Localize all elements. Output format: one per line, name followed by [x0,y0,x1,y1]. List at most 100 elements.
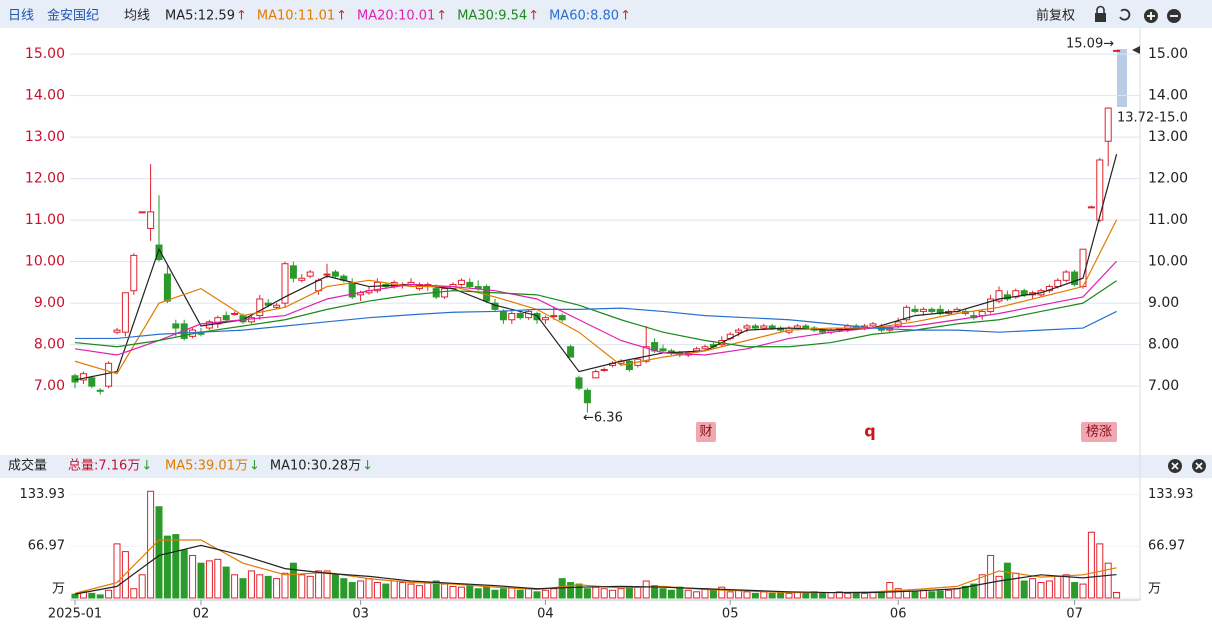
candle-body [869,323,877,327]
marker[interactable]: 财 [699,425,712,440]
candle-body [113,329,121,333]
volume-bar [415,585,423,599]
candle-body [138,211,146,214]
volume-title: 成交量 [8,458,47,474]
y-tick-label-left: 万 [52,582,65,597]
candle-body [625,360,633,371]
settings-icon[interactable] [1168,459,1182,473]
volume-bar [726,591,734,599]
adjust[interactable]: 前复权 [1036,8,1075,24]
volume-bar [239,578,247,599]
close-icon[interactable] [1192,459,1206,473]
candle-body [1113,49,1121,52]
volume-bar [340,578,348,599]
volume-bar [651,585,659,599]
y-tick-label-right: 12.00 [1148,171,1188,187]
y-tick-label-left: 133.93 [20,487,66,502]
annotation: ←6.36 [583,411,623,426]
volume-bar [399,582,407,599]
candle-body [499,310,507,321]
marker-bg [1081,422,1117,442]
volume-bar [289,562,297,599]
y-tick-label-left: 9.00 [34,295,65,311]
candle-body [79,373,87,381]
volume-bar [214,558,222,599]
period[interactable]: 日线 [8,9,34,24]
volume-bar [793,592,801,599]
volume-bar [315,570,323,599]
volume-bar [163,535,171,599]
volume-bar [575,583,583,599]
candle-body [130,254,138,292]
volume-bar [861,592,869,599]
candle-body [147,211,155,229]
candle-body [1087,206,1095,209]
candle-body [1071,271,1079,285]
volume-bar [533,591,541,599]
toolbar-bg [0,0,1212,28]
volume-bar [231,574,239,599]
volume-bar [987,554,995,599]
volume-bar [138,574,146,599]
candle-body [1079,248,1087,288]
volume-bar [466,585,474,599]
volume-bar [659,588,667,599]
volume-bar [894,588,902,599]
volume-bar [96,594,104,599]
stock-name: 金安国纪 [47,8,99,24]
volume-bar [298,574,306,599]
y-tick-label-right: 9.00 [1148,295,1179,311]
volume-bar [709,589,717,599]
zoom-out-icon[interactable] [1167,9,1181,23]
ma-label[interactable]: 均线 [124,9,150,24]
candle-body [642,346,650,362]
legend-entry: MA30:9.54 [457,9,527,24]
y-tick-label-right: 15.00 [1148,46,1188,62]
y-tick-label-right: 万 [1148,582,1161,597]
volume-bar [609,589,617,599]
legend-trend: ↑ [336,9,347,24]
ma-line [74,154,1118,381]
volume-bar [676,586,684,599]
volume-bar [751,592,759,599]
volume-bar [390,580,398,599]
candle-body [222,315,230,321]
volume-bar [735,589,743,599]
marker[interactable]: q [864,422,875,441]
volume-bar [684,589,692,599]
y-tick-label-right: 13.00 [1148,129,1188,145]
candle-body [256,298,264,317]
volume-bar [1071,582,1079,599]
volume-bar [1104,562,1112,599]
zoom-in-icon[interactable] [1144,9,1158,23]
candle-body [331,271,339,277]
volume-bar [802,592,810,599]
candle-body [995,290,1003,302]
volume-bar [835,591,843,599]
candle-body [1104,107,1112,142]
volume-bar [617,588,625,599]
y-tick-label-right: 11.00 [1148,212,1188,228]
candle-body [323,273,331,276]
marker[interactable]: 榜涨 [1086,424,1112,440]
legend-entry: MA5:39.01万 [165,459,248,474]
x-tick-label: 04 [537,607,554,622]
volume-bar [483,586,491,599]
y-tick-label-left: 14.00 [25,88,65,104]
volume-bar [953,588,961,599]
volume-bar [88,592,96,599]
lock-icon[interactable] [1095,5,1106,23]
volume-total-trend: ↓ [141,459,152,474]
undo-icon[interactable] [1119,8,1131,21]
candle-body [1096,159,1104,221]
volume-bar [357,580,365,599]
volume-bar [634,586,642,599]
y-tick-label-left: 15.00 [25,46,65,62]
candle-body [701,346,709,350]
legend-entry: MA10:30.28万 [270,459,361,474]
volume-bar [642,580,650,599]
candle-body [516,313,524,319]
x-tick-label: 07 [1066,607,1083,622]
volume-bar [306,575,314,599]
